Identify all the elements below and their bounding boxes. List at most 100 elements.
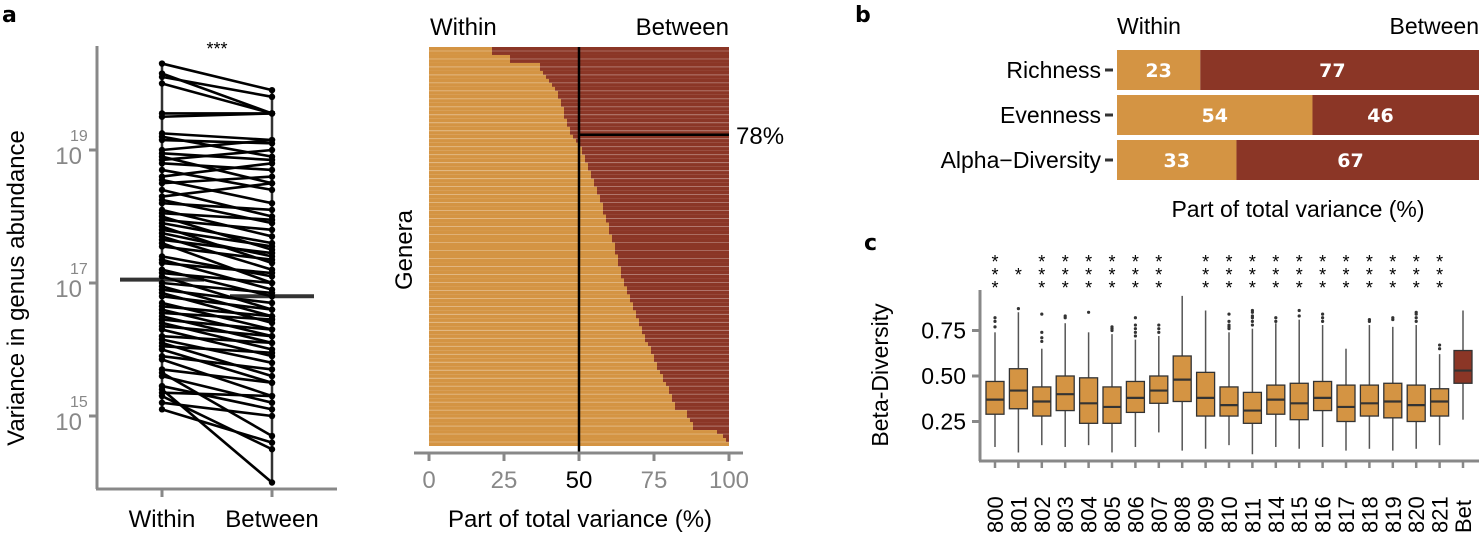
panel-c-significance-star: * xyxy=(1436,278,1443,298)
panel-a-pair-line xyxy=(161,152,273,162)
genera-row-within xyxy=(429,366,657,371)
panel-c-significance-star: * xyxy=(1038,278,1045,298)
panel-a-pair-line xyxy=(161,334,273,345)
panel-c-outlier xyxy=(1133,327,1137,331)
genera-row-between xyxy=(645,338,729,343)
genera-row-between xyxy=(564,114,729,119)
genera-row-between xyxy=(633,302,729,307)
genera-row-within xyxy=(429,290,627,295)
panel-c-outlier xyxy=(1297,308,1301,313)
panel-c-significance-star: * xyxy=(1413,265,1420,285)
panel-c-significance-star: * xyxy=(1342,252,1349,272)
panel-a-pair-line xyxy=(161,178,273,205)
panel-a-ytick-base: 10 xyxy=(55,276,82,303)
panel-a-significance: *** xyxy=(206,39,227,59)
genera-row-within xyxy=(429,70,543,75)
panel-a-point-between xyxy=(268,432,276,440)
panel-c-outlier xyxy=(1414,316,1418,320)
genera-row-within xyxy=(429,122,567,127)
genera-ylabel: Genera xyxy=(391,209,418,290)
genera-row-within xyxy=(429,358,654,363)
genera-row-between xyxy=(582,150,729,155)
panel-c-outlier xyxy=(1438,347,1442,351)
panel-a-pair-line xyxy=(161,348,273,384)
panel-a-point-between xyxy=(268,173,276,180)
panel-c-outlier xyxy=(1227,323,1231,327)
panel-a-ytick-base: 10 xyxy=(55,409,82,436)
genera-row-within xyxy=(429,422,693,427)
genera-row-within xyxy=(429,102,561,107)
genera-row-between xyxy=(624,278,729,283)
panel-a-pair-line xyxy=(161,324,273,338)
panel-c-xtick-label: 801 xyxy=(1006,496,1031,533)
panel-c-significance-star: * xyxy=(1062,278,1069,298)
genera-row-between xyxy=(609,222,729,227)
panel-c-xtick-label: 811 xyxy=(1240,498,1265,533)
genera-row-between xyxy=(627,286,729,291)
genera-row-within xyxy=(429,310,636,315)
genera-row-within xyxy=(429,226,609,231)
genera-row-within xyxy=(429,406,675,411)
genera-row-between xyxy=(654,354,729,359)
genera-row-within xyxy=(429,242,615,247)
panel-c-significance-star: * xyxy=(1062,252,1069,272)
genera-row-between xyxy=(630,298,729,303)
panel-c-outlier xyxy=(1274,319,1278,323)
panel-a-point-between xyxy=(268,306,276,313)
genera-row-within xyxy=(429,142,579,147)
panel-c-box xyxy=(1008,368,1029,410)
panel-a-pair-line xyxy=(161,384,273,411)
panel-c-outlier xyxy=(993,319,997,323)
panel-b-header-within: Within xyxy=(1117,13,1181,39)
panel-a-point-between xyxy=(268,299,276,307)
genera-row-within xyxy=(429,258,618,263)
genera-row-between xyxy=(585,154,729,159)
genera-row-within xyxy=(429,178,594,183)
genera-row-within xyxy=(429,334,645,339)
genera-row-within xyxy=(429,78,549,83)
panel-a-point-between xyxy=(268,216,276,224)
genera-row-within xyxy=(429,266,621,271)
panel-c-significance-star: * xyxy=(1155,265,1162,285)
panel-b-bar-between xyxy=(1200,50,1479,90)
genera-row-within xyxy=(429,182,594,187)
panel-c-outlier xyxy=(1040,339,1044,344)
genera-row-between xyxy=(492,50,729,55)
panel-c-box xyxy=(1359,384,1380,417)
panel-c-significance-star: * xyxy=(1038,252,1045,272)
genera-xtick-label: 100 xyxy=(709,467,749,494)
genera-row-within xyxy=(429,194,600,199)
genera-row-between xyxy=(564,110,729,115)
panel-c-significance-star: * xyxy=(1389,265,1396,285)
genera-row-between xyxy=(651,350,729,355)
panel-b-header-between: Between xyxy=(1389,13,1479,39)
genera-row-within xyxy=(429,47,492,51)
panel-c-box xyxy=(1195,371,1216,417)
genera-row-within xyxy=(429,394,672,399)
panel-c-significance-star: * xyxy=(1015,265,1022,285)
genera-row-between xyxy=(540,66,729,71)
genera-row-between xyxy=(618,258,729,263)
panel-c-xtick-label: 819 xyxy=(1381,496,1406,533)
panel-a-point-between xyxy=(268,249,276,257)
panel-a-point-within xyxy=(158,372,166,380)
panel-a-point-within xyxy=(158,259,166,267)
genera-row-between xyxy=(672,394,729,399)
panel-b-value-within: 23 xyxy=(1145,60,1171,82)
panel-c-ytick-label: 0.50 xyxy=(921,363,966,389)
panel-a-point-within xyxy=(158,186,166,194)
panel-a-pair-line xyxy=(161,368,273,385)
panel-a-point-between xyxy=(268,110,276,117)
panel-a-point-between xyxy=(268,399,276,406)
panel-a-pair-line xyxy=(161,231,273,258)
panel-a-pair-line xyxy=(161,62,273,92)
genera-row-within xyxy=(429,106,564,111)
panel-c-significance-star: * xyxy=(1296,278,1303,298)
panel-a-point-between xyxy=(268,160,276,167)
genera-row-between xyxy=(570,126,729,131)
genera-row-within xyxy=(429,66,540,71)
genera-row-between xyxy=(594,182,729,187)
genera-row-within xyxy=(429,398,672,403)
panel-a-point-between xyxy=(268,359,276,366)
panel-c-significance-star: * xyxy=(1436,265,1443,285)
